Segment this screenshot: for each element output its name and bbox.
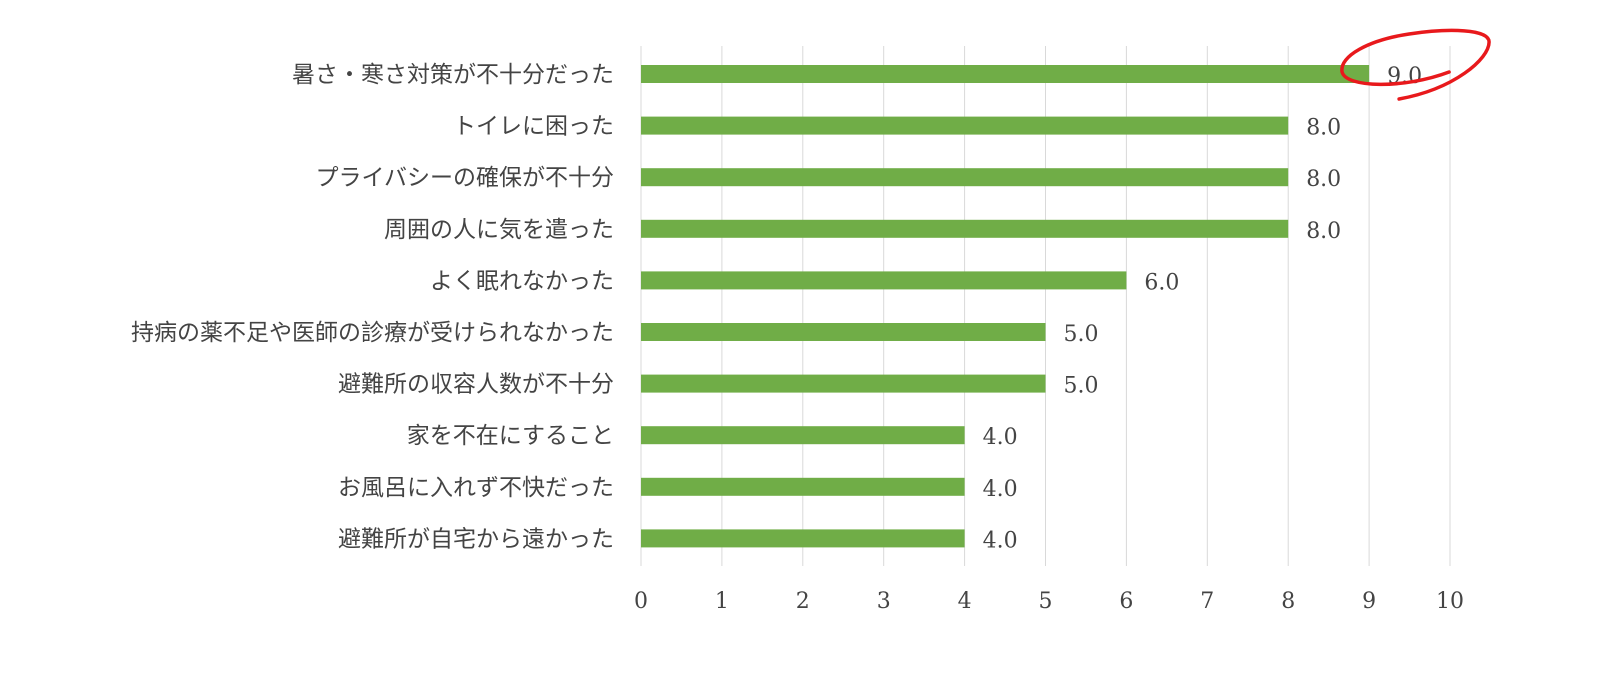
- bar: [641, 116, 1289, 135]
- x-tick-label: 9: [1362, 589, 1376, 614]
- bars: [641, 65, 1370, 548]
- value-label: 5.0: [1064, 322, 1099, 347]
- category-label: 持病の薬不足や医師の診療が受けられなかった: [131, 320, 614, 346]
- x-tick-label: 4: [958, 589, 972, 614]
- bar: [641, 529, 965, 548]
- x-axis-ticks: 0 1 2 3 4 5 6 7 8 9 10: [634, 589, 1464, 614]
- x-tick-label: 7: [1200, 589, 1214, 614]
- category-label: 暑さ・寒さ対策が不十分だった: [292, 62, 614, 88]
- x-tick-label: 6: [1119, 589, 1133, 614]
- value-label: 5.0: [1064, 374, 1099, 399]
- bar: [641, 426, 965, 445]
- bar: [641, 65, 1370, 83]
- value-label: 4.0: [983, 528, 1018, 553]
- value-label: 4.0: [983, 477, 1018, 502]
- category-label: お風呂に入れず不快だった: [338, 475, 614, 501]
- value-label: 6.0: [1144, 270, 1179, 295]
- bar: [641, 219, 1289, 238]
- category-label: よく眠れなかった: [430, 268, 614, 294]
- x-tick-label: 8: [1281, 589, 1295, 614]
- highlight-annotation: [1340, 28, 1491, 101]
- x-tick-label: 3: [877, 589, 891, 614]
- value-label: 8.0: [1306, 116, 1341, 141]
- category-label: トイレに困った: [453, 114, 614, 140]
- value-label: 8.0: [1306, 219, 1341, 244]
- value-labels: 9.08.08.08.06.05.05.04.04.04.0: [983, 64, 1423, 553]
- category-label: 家を不在にすること: [407, 423, 614, 449]
- category-label: プライバシーの確保が不十分: [315, 165, 614, 191]
- value-label: 8.0: [1306, 167, 1341, 192]
- category-label: 避難所の収容人数が不十分: [338, 372, 614, 398]
- category-label: 周囲の人に気を遣った: [384, 217, 614, 243]
- category-labels: 暑さ・寒さ対策が不十分だったトイレに困ったプライバシーの確保が不十分周囲の人に気…: [131, 62, 614, 552]
- bar: [641, 271, 1127, 290]
- bar: [641, 374, 1046, 393]
- x-tick-label: 1: [715, 589, 729, 614]
- highlight-ellipse: [1340, 28, 1491, 101]
- x-tick-label: 0: [634, 589, 648, 614]
- x-tick-label: 5: [1039, 589, 1053, 614]
- x-tick-label: 10: [1436, 589, 1464, 614]
- category-label: 避難所が自宅から遠かった: [338, 526, 614, 552]
- value-label: 4.0: [983, 425, 1018, 450]
- x-tick-label: 2: [796, 589, 810, 614]
- bar: [641, 477, 965, 496]
- bar: [641, 323, 1046, 341]
- bar: [641, 168, 1289, 187]
